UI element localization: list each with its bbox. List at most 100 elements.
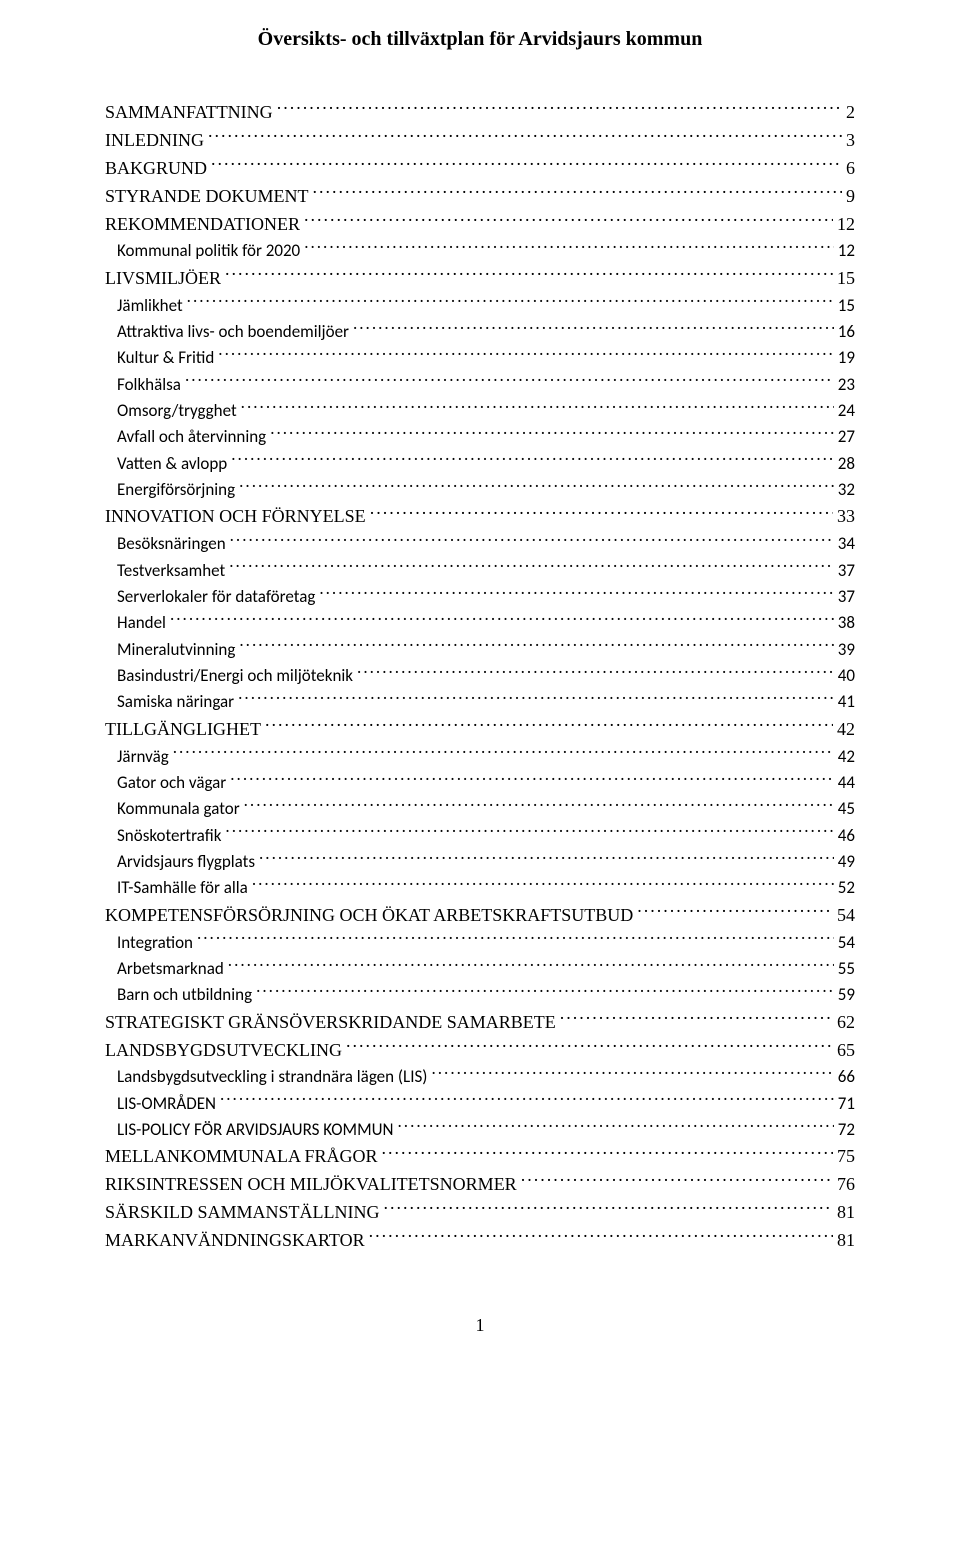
- toc-leader-dots: [304, 212, 833, 230]
- toc-leader-dots: [346, 1038, 833, 1056]
- toc-entry[interactable]: SAMMANFATTNING2: [105, 99, 855, 127]
- toc-entry-page: 12: [838, 238, 855, 264]
- toc-entry-page: 71: [838, 1091, 855, 1117]
- toc-entry-label: Kommunal politik för 2020: [117, 238, 300, 264]
- toc-entry-label: MARKANVÄNDNINGSKARTOR: [105, 1227, 365, 1255]
- toc-entry[interactable]: Barn och utbildning59: [117, 982, 855, 1008]
- toc-entry-label: INLEDNING: [105, 127, 204, 155]
- toc-entry-page: 52: [838, 875, 855, 901]
- toc-entry[interactable]: Folkhälsa23: [117, 372, 855, 398]
- toc-entry-label: Arvidsjaurs flygplats: [117, 849, 255, 875]
- toc-leader-dots: [252, 876, 834, 893]
- toc-entry[interactable]: Arvidsjaurs flygplats 49: [117, 849, 855, 875]
- toc-entry-label: Attraktiva livs- och boendemiljöer: [117, 319, 349, 345]
- toc-entry[interactable]: Kommunal politik för 2020 12: [117, 238, 855, 264]
- toc-entry[interactable]: Attraktiva livs- och boendemiljöer16: [117, 319, 855, 345]
- toc-entry[interactable]: Energiförsörjning32: [117, 477, 855, 503]
- toc-entry-label: Serverlokaler för dataföretag: [117, 584, 315, 610]
- toc-entry-label: IT-Samhälle för alla: [117, 875, 248, 901]
- toc-leader-dots: [239, 638, 833, 655]
- toc-leader-dots: [185, 373, 834, 390]
- toc-entry[interactable]: Serverlokaler för dataföretag 37: [117, 584, 855, 610]
- toc-entry[interactable]: INLEDNING3: [105, 127, 855, 155]
- toc-leader-dots: [560, 1010, 833, 1028]
- toc-entry-page: 33: [837, 503, 855, 531]
- toc-entry-page: 40: [838, 663, 855, 689]
- toc-entry[interactable]: LIS-OMRÅDEN71: [117, 1091, 855, 1117]
- document-title: Översikts- och tillväxtplan för Arvidsja…: [105, 28, 855, 51]
- toc-entry[interactable]: SÄRSKILD SAMMANSTÄLLNING81: [105, 1199, 855, 1227]
- toc-entry-page: 9: [846, 183, 855, 211]
- toc-entry[interactable]: Basindustri/Energi och miljöteknik40: [117, 663, 855, 689]
- toc-entry-label: KOMPETENSFÖRSÖRJNING OCH ÖKAT ARBETSKRAF…: [105, 902, 633, 930]
- toc-entry-label: RIKSINTRESSEN OCH MILJÖKVALITETSNORMER: [105, 1171, 517, 1199]
- toc-entry[interactable]: Vatten & avlopp28: [117, 451, 855, 477]
- toc-leader-dots: [244, 797, 834, 814]
- toc-entry[interactable]: Landsbygdsutveckling i strandnära lägen …: [117, 1064, 855, 1090]
- toc-entry[interactable]: Kultur & Fritid19: [117, 345, 855, 371]
- toc-entry[interactable]: Snöskotertrafik46: [117, 823, 855, 849]
- toc-entry[interactable]: Järnväg42: [117, 744, 855, 770]
- toc-entry[interactable]: Arbetsmarknad55: [117, 956, 855, 982]
- toc-entry[interactable]: LIS-POLICY FÖR ARVIDSJAURS KOMMUN72: [117, 1117, 855, 1143]
- toc-entry-label: LIS-POLICY FÖR ARVIDSJAURS KOMMUN: [117, 1117, 393, 1143]
- toc-entry[interactable]: Integration54: [117, 930, 855, 956]
- toc-entry[interactable]: Samiska näringar 41: [117, 689, 855, 715]
- toc-entry[interactable]: MARKANVÄNDNINGSKARTOR81: [105, 1227, 855, 1255]
- toc-entry-page: 15: [838, 293, 855, 319]
- toc-leader-dots: [277, 100, 842, 118]
- toc-entry[interactable]: Jämlikhet15: [117, 293, 855, 319]
- toc-entry[interactable]: Avfall och återvinning27: [117, 424, 855, 450]
- toc-leader-dots: [369, 1228, 833, 1246]
- toc-entry[interactable]: REKOMMENDATIONER12: [105, 211, 855, 239]
- toc-entry[interactable]: IT-Samhälle för alla 52: [117, 875, 855, 901]
- toc-entry[interactable]: Besöksnäringen34: [117, 531, 855, 557]
- toc-leader-dots: [357, 664, 834, 681]
- toc-leader-dots: [231, 452, 834, 469]
- toc-leader-dots: [370, 504, 833, 522]
- toc-entry-label: REKOMMENDATIONER: [105, 211, 300, 239]
- toc-entry[interactable]: INNOVATION OCH FÖRNYELSE 33: [105, 503, 855, 531]
- toc-entry[interactable]: Testverksamhet37: [117, 558, 855, 584]
- toc-entry[interactable]: Handel38: [117, 610, 855, 636]
- toc-entry-label: MELLANKOMMUNALA FRÅGOR: [105, 1143, 378, 1171]
- toc-entry[interactable]: STYRANDE DOKUMENT 9: [105, 183, 855, 211]
- toc-leader-dots: [304, 239, 834, 256]
- toc-entry-page: 28: [838, 451, 855, 477]
- toc-entry[interactable]: LIVSMILJÖER15: [105, 265, 855, 293]
- toc-entry-page: 45: [838, 796, 855, 822]
- toc-entry-label: Integration: [117, 930, 193, 956]
- toc-entry[interactable]: Gator och vägar44: [117, 770, 855, 796]
- toc-entry-page: 41: [838, 689, 855, 715]
- toc-entry-label: Arbetsmarknad: [117, 956, 224, 982]
- toc-leader-dots: [218, 346, 833, 363]
- toc-entry-label: STYRANDE DOKUMENT: [105, 183, 309, 211]
- toc-entry-page: 54: [837, 902, 855, 930]
- toc-entry-page: 37: [838, 584, 855, 610]
- toc-entry-page: 39: [838, 637, 855, 663]
- toc-entry[interactable]: Omsorg/trygghet24: [117, 398, 855, 424]
- toc-entry-label: Landsbygdsutveckling i strandnära lägen …: [117, 1064, 427, 1090]
- toc-entry-label: Handel: [117, 610, 166, 636]
- toc-entry[interactable]: Mineralutvinning 39: [117, 637, 855, 663]
- toc-entry-page: 23: [838, 372, 855, 398]
- toc-entry-page: 49: [838, 849, 855, 875]
- toc-entry[interactable]: STRATEGISKT GRÄNSÖVERSKRIDANDE SAMARBETE…: [105, 1009, 855, 1037]
- toc-entry-label: INNOVATION OCH FÖRNYELSE: [105, 503, 366, 531]
- toc-entry[interactable]: RIKSINTRESSEN OCH MILJÖKVALITETSNORMER76: [105, 1171, 855, 1199]
- toc-entry-label: Samiska näringar: [117, 689, 234, 715]
- toc-entry-page: 44: [838, 770, 855, 796]
- toc-entry-page: 42: [837, 716, 855, 744]
- toc-entry[interactable]: KOMPETENSFÖRSÖRJNING OCH ÖKAT ARBETSKRAF…: [105, 902, 855, 930]
- toc-entry-page: 15: [837, 265, 855, 293]
- toc-leader-dots: [270, 425, 834, 442]
- toc-entry[interactable]: LANDSBYGDSUTVECKLING65: [105, 1037, 855, 1065]
- toc-entry-label: Testverksamhet: [117, 558, 225, 584]
- toc-entry[interactable]: BAKGRUND6: [105, 155, 855, 183]
- toc-entry[interactable]: Kommunala gator45: [117, 796, 855, 822]
- toc-entry-page: 46: [838, 823, 855, 849]
- toc-entry[interactable]: MELLANKOMMUNALA FRÅGOR75: [105, 1143, 855, 1171]
- toc-entry-label: LANDSBYGDSUTVECKLING: [105, 1037, 342, 1065]
- toc-entry-label: Mineralutvinning: [117, 637, 235, 663]
- toc-entry[interactable]: TILLGÄNGLIGHET42: [105, 716, 855, 744]
